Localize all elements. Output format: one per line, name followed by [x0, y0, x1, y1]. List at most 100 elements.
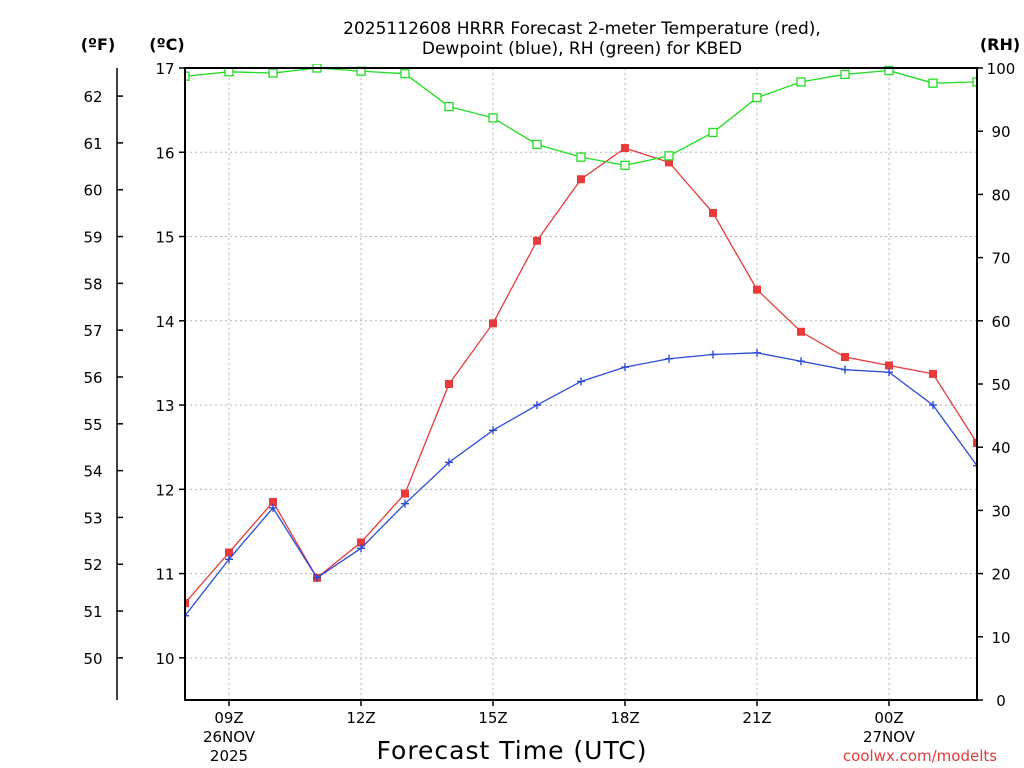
- dewpoint-point: [753, 348, 761, 357]
- rh-point: [664, 151, 674, 161]
- temperature-point: [269, 497, 277, 506]
- temperature-point: [753, 285, 761, 294]
- dewpoint-point: [929, 401, 937, 410]
- fahrenheit-tick-label: 54: [83, 463, 102, 481]
- dewpoint-point: [841, 365, 849, 374]
- rh-tick-label: 20: [991, 566, 1010, 584]
- rh-unit-label: (RH): [980, 35, 1020, 54]
- series-temperature: [185, 144, 977, 608]
- temperature-point: [885, 361, 893, 370]
- dewpoint-point: [445, 458, 453, 467]
- credit-text: coolwx.com/modelts: [843, 747, 997, 765]
- fahrenheit-tick-label: 51: [83, 603, 102, 621]
- temperature-point: [665, 158, 673, 167]
- rh-tick-label: 80: [991, 186, 1010, 204]
- grid-lines: [185, 68, 977, 700]
- dewpoint-point: [489, 426, 497, 435]
- temperature-line: [185, 147, 977, 604]
- fahrenheit-tick-label: 59: [83, 229, 102, 247]
- dewpoint-point: [357, 544, 365, 553]
- temperature-point: [973, 438, 977, 447]
- temperature-point: [533, 236, 541, 245]
- rh-tick-label: 50: [991, 376, 1010, 394]
- fahrenheit-tick-label: 56: [83, 369, 102, 387]
- temperature-point: [401, 489, 409, 498]
- rh-point: [840, 69, 850, 79]
- rh-point: [400, 69, 410, 79]
- plot-frame: [184, 67, 978, 701]
- series-rh: [185, 64, 977, 170]
- series-dewpoint: [185, 348, 977, 620]
- x-tick-year: 2025: [210, 747, 248, 765]
- dewpoint-line: [185, 352, 977, 617]
- temperature-point: [225, 548, 233, 557]
- celsius-tick-label: 12: [155, 481, 174, 499]
- x-tick-label: 21Z: [742, 709, 771, 727]
- rh-point: [752, 93, 762, 103]
- fahrenheit-tick-label: 60: [83, 182, 102, 200]
- x-tick-label: 09Z: [214, 709, 243, 727]
- fahrenheit-unit-label: (ºF): [81, 35, 116, 54]
- labels: 2025112608 HRRR Forecast 2-meter Tempera…: [81, 19, 1020, 765]
- fahrenheit-tick-label: 58: [83, 275, 102, 293]
- dewpoint-point: [533, 401, 541, 410]
- x-tick-label: 18Z: [610, 709, 639, 727]
- dewpoint-point: [709, 350, 717, 359]
- dewpoint-point: [313, 573, 321, 582]
- rh-tick-label: 90: [991, 123, 1010, 141]
- temperature-point: [621, 144, 629, 153]
- fahrenheit-tick-label: 61: [83, 135, 102, 153]
- fahrenheit-tick-label: 52: [83, 556, 102, 574]
- x-tick-label: 15Z: [478, 709, 507, 727]
- celsius-tick-label: 15: [155, 229, 174, 247]
- rh-point: [532, 139, 542, 150]
- celsius-tick-label: 11: [155, 566, 174, 584]
- rh-tick-label: 0: [996, 692, 1006, 710]
- dewpoint-point: [797, 357, 805, 366]
- dewpoint-point: [621, 363, 629, 372]
- temperature-point: [577, 175, 585, 184]
- dewpoint-point: [185, 611, 189, 620]
- rh-point: [444, 101, 454, 112]
- fahrenheit-tick-label: 55: [83, 416, 102, 434]
- fahrenheit-tick-label: 50: [83, 650, 102, 668]
- fahrenheit-tick-label: 53: [83, 509, 102, 527]
- celsius-tick-label: 17: [155, 60, 174, 78]
- x-tick-label: 12Z: [346, 709, 375, 727]
- rh-point: [708, 127, 718, 138]
- rh-tick-label: 40: [991, 439, 1010, 457]
- temperature-point: [185, 599, 189, 608]
- dewpoint-point: [885, 368, 893, 377]
- rh-point: [972, 77, 977, 87]
- rh-tick-label: 10: [991, 629, 1010, 647]
- fahrenheit-tick-label: 62: [83, 88, 102, 106]
- dewpoint-point: [577, 377, 585, 386]
- temperature-point: [841, 353, 849, 362]
- rh-point: [185, 71, 190, 81]
- celsius-tick-label: 14: [155, 313, 174, 331]
- series-layer: [185, 64, 977, 620]
- x-tick-date: 27NOV: [863, 728, 916, 746]
- dewpoint-point: [269, 503, 277, 512]
- celsius-tick-label: 16: [155, 144, 174, 162]
- rh-point: [620, 160, 630, 170]
- temperature-point: [445, 380, 453, 388]
- x-axis-label: Forecast Time (UTC): [377, 736, 648, 765]
- rh-tick-label: 60: [991, 313, 1010, 331]
- fahrenheit-tick-label: 57: [83, 322, 102, 340]
- dewpoint-point: [973, 461, 977, 470]
- temperature-point: [929, 369, 937, 378]
- rh-tick-label: 30: [991, 502, 1010, 520]
- celsius-tick-label: 10: [155, 650, 174, 668]
- rh-line: [185, 67, 977, 166]
- dewpoint-point: [225, 555, 233, 564]
- rh-point: [884, 65, 894, 76]
- x-tick-label: 00Z: [874, 709, 903, 727]
- temperature-point: [489, 319, 497, 328]
- rh-point: [488, 113, 498, 123]
- rh-tick-label: 70: [991, 250, 1010, 268]
- temperature-point: [797, 327, 805, 336]
- rh-tick-label: 100: [987, 60, 1016, 78]
